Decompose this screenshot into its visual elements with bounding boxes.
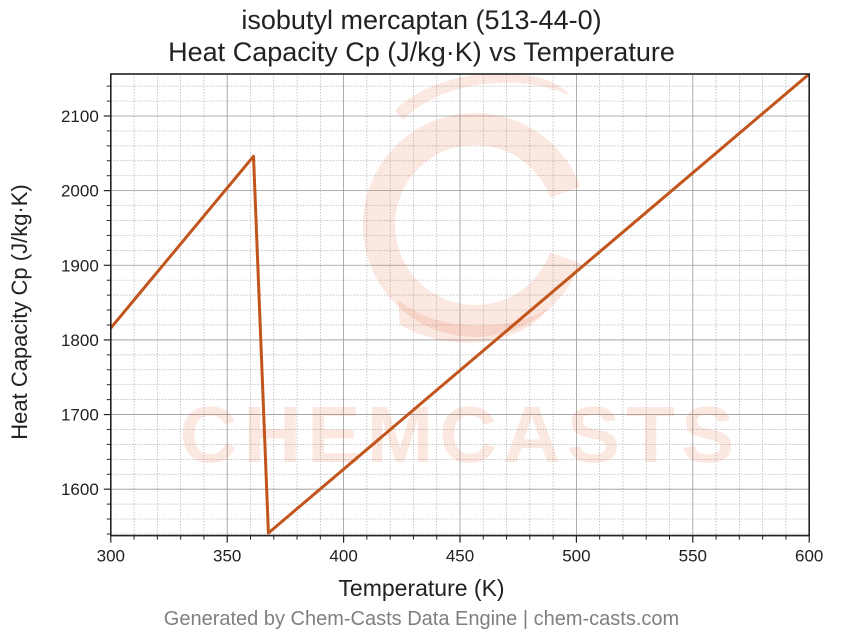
svg-text:450: 450 (446, 547, 474, 566)
svg-text:500: 500 (562, 547, 590, 566)
svg-text:1600: 1600 (61, 480, 99, 499)
svg-text:600: 600 (795, 547, 823, 566)
svg-text:1900: 1900 (61, 256, 99, 275)
svg-text:550: 550 (679, 547, 707, 566)
svg-text:400: 400 (329, 547, 357, 566)
svg-text:2100: 2100 (61, 107, 99, 126)
svg-text:300: 300 (97, 547, 125, 566)
svg-text:1700: 1700 (61, 406, 99, 425)
svg-text:1800: 1800 (61, 331, 99, 350)
svg-text:350: 350 (213, 547, 241, 566)
svg-text:2000: 2000 (61, 182, 99, 201)
